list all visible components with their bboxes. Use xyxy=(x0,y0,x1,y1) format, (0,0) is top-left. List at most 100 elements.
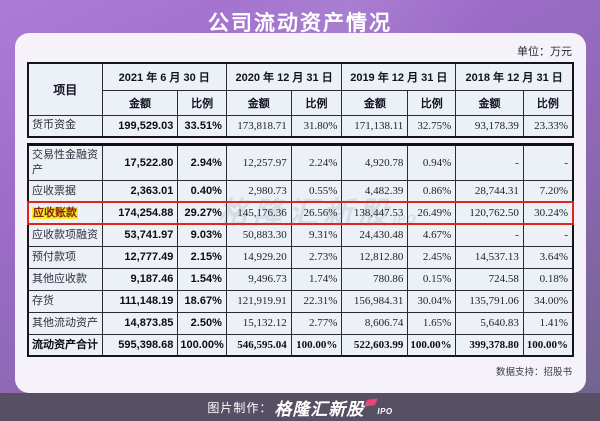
cell-value: 399,378.80 xyxy=(455,333,524,357)
cell-value: 17,522.80 xyxy=(101,144,179,181)
cell-value: - xyxy=(455,144,524,181)
ipo-label: IPO xyxy=(377,406,393,416)
cell-value: 1.74% xyxy=(290,267,343,291)
row-label: 存货 xyxy=(27,289,103,313)
cell-value: 0.18% xyxy=(522,267,574,291)
col-header-period-2020: 2020 年 12 月 31 日 xyxy=(225,62,343,91)
cell-value: 93,178.39 xyxy=(455,114,524,138)
cell-value: 22.31% xyxy=(290,289,343,313)
cell-value: 33.51% xyxy=(177,114,227,138)
col-header-ratio: 比例 xyxy=(522,89,574,116)
cell-value: 0.86% xyxy=(407,179,457,203)
row-label: 其他应收款 xyxy=(27,267,103,291)
cell-value: 14,537.13 xyxy=(455,245,524,269)
row-label: 交易性金融资产 xyxy=(27,144,103,181)
col-header-item: 项目 xyxy=(27,62,103,116)
cell-value: 546,595.04 xyxy=(225,333,292,357)
cell-value: 15,132.12 xyxy=(225,311,292,335)
col-header-period-2021: 2021 年 6 月 30 日 xyxy=(101,62,227,91)
cell-value: 171,138.11 xyxy=(341,114,409,138)
cell-value: 4.67% xyxy=(407,223,457,247)
cell-value: 9,496.73 xyxy=(225,267,292,291)
col-header-amount: 金额 xyxy=(225,89,292,116)
cell-value: 0.55% xyxy=(290,179,343,203)
table-row: 应收票据 2,363.01 0.40% 2,980.73 0.55% 4,482.39 0.… xyxy=(27,179,574,203)
cell-value: 7.20% xyxy=(522,179,574,203)
cell-value: 1.54% xyxy=(177,267,227,291)
row-label: 应收账款 xyxy=(26,201,103,226)
cell-value: 12,777.49 xyxy=(101,245,179,269)
table-row: 存货 111,148.19 18.67% 121,919.91 22.31% 156,98… xyxy=(27,289,574,313)
cell-value: 4,482.39 xyxy=(341,179,409,203)
brand-accent-icon xyxy=(364,397,379,407)
cell-value: 32.75% xyxy=(407,114,457,138)
cell-value: 9.03% xyxy=(177,223,227,247)
cell-value: 174,254.88 xyxy=(101,201,179,226)
cell-value: 4,920.78 xyxy=(341,144,409,181)
cell-value: 100.00% xyxy=(407,333,457,357)
col-header-amount: 金额 xyxy=(341,89,409,116)
cell-value: 9.31% xyxy=(290,223,343,247)
cell-value: 2.50% xyxy=(177,311,227,335)
cell-value: 2.45% xyxy=(407,245,457,269)
cell-value: 120,762.50 xyxy=(455,201,524,226)
cell-value: 12,812.80 xyxy=(341,245,409,269)
data-source-note: 数据支持：招股书 xyxy=(495,367,572,379)
row-label: 流动资产合计 xyxy=(27,333,103,357)
col-header-amount: 金额 xyxy=(455,89,524,116)
col-header-ratio: 比例 xyxy=(177,89,227,116)
content-card: 单位：万元 项目 2021 年 6 月 30 日 2020 年 12 月 31 … xyxy=(15,33,586,393)
cell-value: 5,640.83 xyxy=(455,311,524,335)
cell-value: 173,818.71 xyxy=(225,114,292,138)
col-header-period-2019: 2019 年 12 月 31 日 xyxy=(341,62,457,91)
table-row: 应收账款 174,254.88 29.27% 145,176.36 26.56% 138,… xyxy=(26,201,574,226)
cell-value: 156,984.31 xyxy=(341,289,409,313)
cell-value: 2.77% xyxy=(290,311,343,335)
row-label: 应收款项融资 xyxy=(27,223,103,247)
cell-value: 50,883.30 xyxy=(225,223,292,247)
col-header-amount: 金额 xyxy=(101,89,179,116)
cell-value: 0.15% xyxy=(407,267,457,291)
cell-value: 31.80% xyxy=(290,114,343,138)
cell-value: 100.00% xyxy=(177,333,227,357)
table-row: 货币资金 199,529.03 33.51% 173,818.71 31.80% 171,… xyxy=(27,114,574,138)
col-header-ratio: 比例 xyxy=(290,89,343,116)
col-header-period-2018: 2018 年 12 月 31 日 xyxy=(455,62,574,91)
cell-value: 595,398.68 xyxy=(101,333,179,357)
cell-value: 0.40% xyxy=(177,179,227,203)
page-title: 公司流动资产情况 xyxy=(208,12,392,35)
cell-value: 1.41% xyxy=(522,311,574,335)
cell-value: 780.86 xyxy=(341,267,409,291)
cell-value: 111,148.19 xyxy=(101,289,179,313)
cell-value: 100.00% xyxy=(290,333,343,357)
row-label: 其他流动资产 xyxy=(27,311,103,335)
cell-value: 1.65% xyxy=(407,311,457,335)
cell-value: 2.73% xyxy=(290,245,343,269)
cell-value: 2,980.73 xyxy=(225,179,292,203)
cell-value: 14,873.85 xyxy=(101,311,179,335)
col-header-ratio: 比例 xyxy=(407,89,457,116)
cell-value: - xyxy=(522,223,574,247)
header-row-periods: 项目 2021 年 6 月 30 日 2020 年 12 月 31 日 2019… xyxy=(27,62,574,116)
row-label: 预付款项 xyxy=(27,245,103,269)
cell-value: 9,187.46 xyxy=(101,267,179,291)
table-row: 其他应收款 9,187.46 1.54% 9,496.73 1.74% 780.86 0.1… xyxy=(27,267,574,291)
cell-value: 100.00% xyxy=(522,333,574,357)
cell-value: 14,929.20 xyxy=(225,245,292,269)
table-row: 其他流动资产 14,873.85 2.50% 15,132.12 2.77% 8,606.… xyxy=(27,311,574,335)
cell-value: - xyxy=(522,144,574,181)
cell-value: 2.24% xyxy=(290,144,343,181)
cell-value: - xyxy=(455,223,524,247)
cell-value: 2,363.01 xyxy=(101,179,179,203)
cell-value: 30.24% xyxy=(522,201,574,226)
table-body-top: 货币资金 199,529.03 33.51% 173,818.71 31.80% 171,… xyxy=(27,114,574,138)
cell-value: 34.00% xyxy=(522,289,574,313)
cell-value: 522,603.99 xyxy=(341,333,409,357)
unit-label: 单位：万元 xyxy=(517,46,572,58)
cell-value: 0.94% xyxy=(407,144,457,181)
cell-value: 18.67% xyxy=(177,289,227,313)
cell-value: 2.94% xyxy=(177,144,227,181)
cell-value: 8,606.74 xyxy=(341,311,409,335)
cell-value: 23.33% xyxy=(522,114,574,138)
